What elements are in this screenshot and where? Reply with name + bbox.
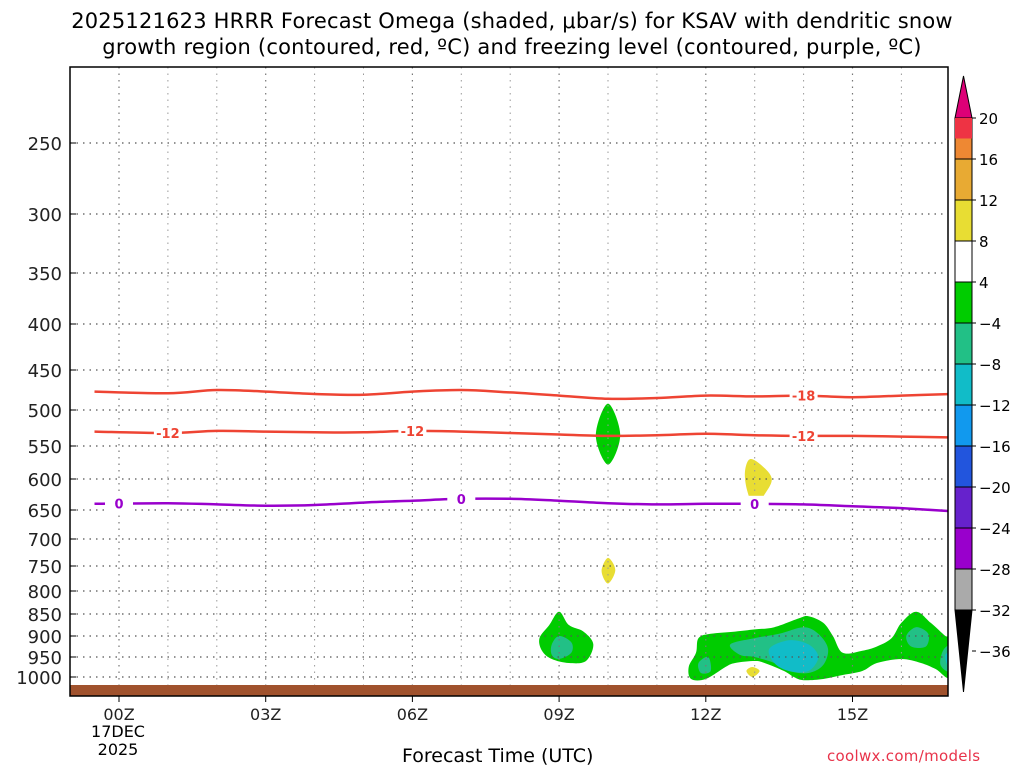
colorbar-layer: 20 16 12 8 4 −4 −8 −12 −16 −20 −24 −28 −32 −36 — [954, 75, 1011, 693]
colorbar-label-0: 20 — [979, 110, 998, 128]
y-tick-label-650: 650 — [28, 501, 62, 522]
contour-layer: -18 -12 -12 -12 0 0 0 — [94, 387, 948, 513]
colorbar-label-3: 8 — [979, 233, 989, 251]
omega-neg-12-17h-mid3 — [940, 645, 948, 672]
y-tick-label-550: 550 — [28, 437, 62, 458]
colorbar-label-8: −16 — [979, 438, 1011, 456]
x-tick-label-00Z: 00Z — [103, 705, 134, 724]
contour-label-bg-0C-0 — [105, 495, 133, 512]
colorbar-label-13: −36 — [979, 643, 1011, 661]
y-tick-label-1000: 1000 — [16, 668, 62, 689]
contour-label-bg-0C-7 — [447, 490, 476, 507]
contour-label-bg--12C-14 — [789, 427, 818, 444]
colorbar-label-7: −12 — [979, 397, 1011, 415]
credit-link[interactable]: coolwx.com/models — [827, 747, 981, 765]
contour-label--12C-1: -12 — [156, 427, 180, 442]
x-axis-label: Forecast Time (UTC) — [402, 745, 594, 767]
colorbar-band-9 — [954, 486, 973, 529]
colorbar-label-1: 16 — [979, 151, 998, 169]
y-tick-label-750: 750 — [28, 557, 62, 578]
x-tick-label-06Z: 06Z — [397, 705, 428, 724]
x-tick-label-09Z: 09Z — [543, 705, 574, 724]
colorbar-band-5 — [954, 322, 973, 365]
contour-label--12C-6: -12 — [401, 425, 425, 440]
y-tick-label-450: 450 — [28, 361, 62, 382]
colorbar-top-arrow — [954, 75, 973, 119]
colorbar-band-red — [955, 118, 972, 139]
contour--18C — [94, 388, 948, 401]
y-tick-label-850: 850 — [28, 605, 62, 626]
colorbar-band-10 — [954, 527, 973, 570]
x-tick-label-03Z: 03Z — [250, 705, 281, 724]
colorbar-band-6 — [954, 363, 973, 406]
ground-layer — [70, 685, 948, 696]
omega-neg-12-17h-mid2 — [906, 627, 930, 648]
colorbar-label-5: −4 — [979, 315, 1001, 333]
y-tick-label-400: 400 — [28, 315, 62, 336]
y-tick-label-700: 700 — [28, 530, 62, 551]
contour-label-bg--12C-1 — [153, 425, 182, 442]
x-start-year-label: 2025 — [97, 740, 139, 759]
y-tick-label-900: 900 — [28, 627, 62, 648]
contour-label-bg--12C-6 — [398, 422, 427, 439]
x-start-date-label: 17DEC — [91, 722, 145, 741]
contour--12C — [94, 429, 948, 439]
contour-label-bg-0C-13 — [740, 495, 769, 512]
colorbar-label-12: −32 — [979, 602, 1011, 620]
y-tick-label-600: 600 — [28, 470, 62, 491]
omega-neg-10h-upper — [595, 403, 621, 465]
chart-title-line-1: 2025121623 HRRR Forecast Omega (shaded, … — [71, 9, 953, 33]
x-tick-label-15Z: 15Z — [837, 705, 868, 724]
y-tick-label-950: 950 — [28, 648, 62, 669]
colorbar-band-7 — [954, 404, 973, 447]
contour-label-bg--18C-14 — [789, 387, 818, 404]
ground-surface — [70, 685, 948, 696]
omega-pos-13h — [744, 459, 772, 507]
contour-label-0C-13: 0 — [750, 498, 759, 513]
omega-pos-10h-lower — [601, 557, 616, 584]
colorbar-label-4: 4 — [979, 274, 989, 292]
y-tick-label-250: 250 — [28, 134, 62, 155]
omega-neg-14h-core — [768, 640, 819, 673]
colorbar-label-9: −20 — [979, 479, 1011, 497]
omega-neg-12h-lowedge — [698, 656, 712, 674]
y-tick-label-500: 500 — [28, 401, 62, 422]
colorbar-band-8 — [954, 445, 973, 488]
colorbar-label-10: −24 — [979, 520, 1011, 538]
colorbar-band-4 — [954, 281, 973, 324]
colorbar-band-1 — [954, 158, 973, 201]
contour-label-0C-0: 0 — [114, 498, 123, 513]
colorbar-bottom-arrow — [954, 609, 973, 693]
contour-label--18C-14: -18 — [792, 390, 816, 405]
contour-label--12C-14: -12 — [792, 430, 816, 445]
chart-title-line-2: growth region (contoured, red, ºC) and f… — [102, 35, 922, 59]
colorbar-label-2: 12 — [979, 192, 998, 210]
y-tick-label-300: 300 — [28, 205, 62, 226]
colorbar-label-11: −28 — [979, 561, 1011, 579]
colorbar-band-3 — [954, 240, 973, 283]
axes-layer: 2503003504004505005506006507007508008509… — [16, 66, 949, 724]
contour-label-0C-7: 0 — [457, 493, 466, 508]
grid-layer — [70, 67, 948, 696]
plot-frame — [69, 66, 949, 697]
omega-shading-layer — [539, 403, 948, 681]
colorbar-band-11 — [954, 568, 973, 611]
omega-pos-13h-low — [746, 667, 760, 677]
omega-neg-09h-inner — [550, 635, 573, 660]
colorbar-label-6: −8 — [979, 356, 1001, 374]
y-tick-label-800: 800 — [28, 582, 62, 603]
y-tick-label-350: 350 — [28, 264, 62, 285]
contour-0C — [94, 497, 948, 513]
colorbar-band-2 — [954, 199, 973, 242]
x-tick-label-12Z: 12Z — [690, 705, 721, 724]
